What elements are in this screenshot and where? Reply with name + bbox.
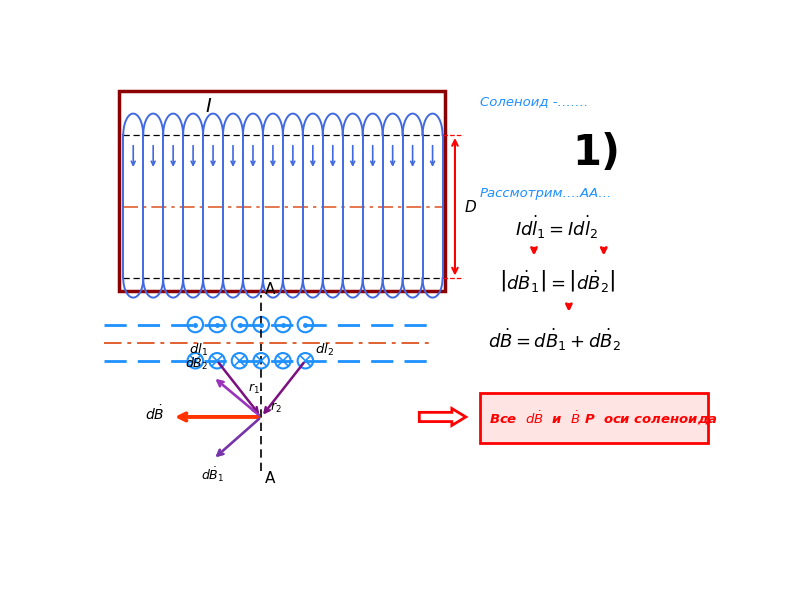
Text: $d\dot{B}_1$: $d\dot{B}_1$ xyxy=(202,466,225,484)
Text: $dl_2$: $dl_2$ xyxy=(314,341,334,358)
FancyBboxPatch shape xyxy=(480,393,708,443)
Text: A: A xyxy=(265,282,275,297)
Text: $d\dot{B}_2$: $d\dot{B}_2$ xyxy=(186,353,209,372)
Text: $d\dot{B} = d\dot{B}_1 + d\dot{B}_2$: $d\dot{B} = d\dot{B}_1 + d\dot{B}_2$ xyxy=(487,327,621,353)
Bar xyxy=(119,91,445,292)
Text: Все  $d\dot{B}$  и  $\dot{B}$ Р  оси соленоида: Все $d\dot{B}$ и $\dot{B}$ Р оси соленои… xyxy=(489,409,718,427)
Text: $D$: $D$ xyxy=(464,199,478,215)
Text: Рассмотрим….АА…: Рассмотрим….АА… xyxy=(480,187,612,200)
Text: $d\dot{B}$: $d\dot{B}$ xyxy=(145,404,164,423)
Text: $r_2$: $r_2$ xyxy=(270,401,282,415)
Text: Соленоид -…….: Соленоид -……. xyxy=(480,95,588,108)
Text: $\left|d\dot{B}_1\right| = \left|d\dot{B}_2\right|$: $\left|d\dot{B}_1\right| = \left|d\dot{B… xyxy=(499,268,615,295)
Text: $dl_1$: $dl_1$ xyxy=(189,341,208,358)
Text: $Id\dot{l}_1 = Id\dot{l}_2$: $Id\dot{l}_1 = Id\dot{l}_2$ xyxy=(514,214,598,241)
Text: 1): 1) xyxy=(573,132,621,174)
Text: $I$: $I$ xyxy=(205,97,212,116)
Text: A: A xyxy=(265,471,275,486)
Text: $r_1$: $r_1$ xyxy=(249,382,260,396)
